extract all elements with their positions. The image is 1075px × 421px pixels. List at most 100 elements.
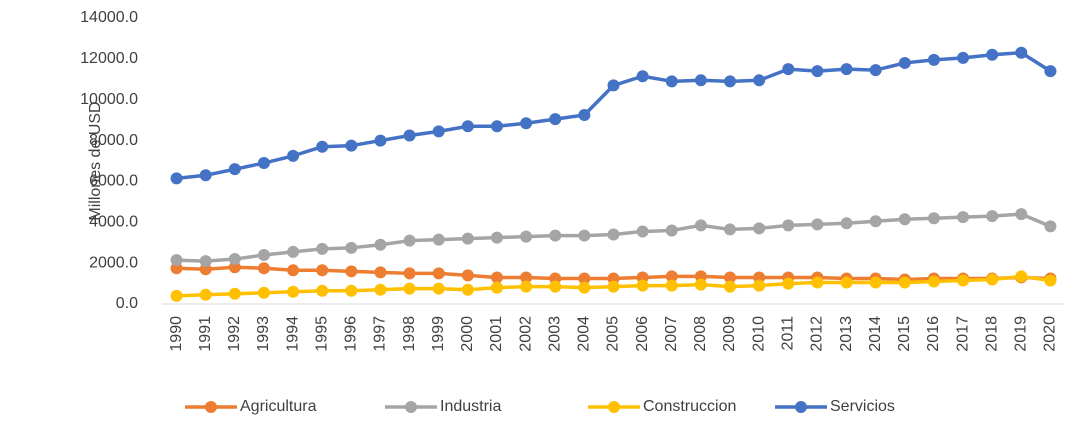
point — [287, 149, 300, 162]
point — [228, 287, 241, 300]
point — [1044, 274, 1057, 287]
x-tick-label: 1992 — [226, 316, 243, 352]
point — [1044, 65, 1057, 78]
x-tick-label: 2014 — [867, 316, 884, 352]
y-axis-title: Millones de USD — [87, 101, 104, 220]
point — [432, 267, 445, 280]
point — [578, 109, 591, 122]
point — [1015, 270, 1028, 283]
point — [490, 281, 503, 294]
point — [665, 270, 678, 283]
y-tick-label: 6000.0 — [89, 173, 138, 190]
point — [636, 225, 649, 238]
x-tick-label: 2005 — [605, 316, 622, 352]
x-tick-label: 1998 — [401, 316, 418, 352]
y-tick-label: 4000.0 — [89, 214, 138, 231]
y-tick-label: 2000.0 — [89, 254, 138, 271]
point — [869, 276, 882, 289]
point — [374, 283, 387, 296]
point — [898, 276, 911, 289]
legend-label: Construccion — [643, 398, 736, 415]
point — [520, 280, 533, 293]
point — [490, 120, 503, 133]
point — [724, 280, 737, 293]
point — [607, 79, 620, 92]
point — [228, 253, 241, 266]
point — [957, 211, 970, 224]
point — [811, 276, 824, 289]
point — [461, 120, 474, 133]
point — [898, 56, 911, 69]
point — [694, 278, 707, 291]
x-tick-label: 2013 — [838, 316, 855, 352]
point — [403, 282, 416, 295]
point — [461, 232, 474, 245]
point — [432, 282, 445, 295]
point — [636, 279, 649, 292]
legend-marker — [405, 401, 417, 413]
legend-label: Industria — [440, 398, 501, 415]
point — [549, 280, 562, 293]
x-tick-label: 2002 — [517, 316, 534, 352]
point — [287, 264, 300, 277]
point — [578, 272, 591, 285]
point — [520, 271, 533, 284]
point — [607, 228, 620, 241]
point — [461, 283, 474, 296]
legend-marker — [205, 401, 217, 413]
x-tick-label: 2019 — [1013, 316, 1030, 352]
point — [782, 219, 795, 232]
point — [520, 117, 533, 130]
point — [927, 212, 940, 225]
point — [869, 64, 882, 77]
point — [345, 265, 358, 278]
point — [199, 169, 212, 182]
point — [257, 262, 270, 275]
series-line — [176, 50, 1052, 181]
point — [753, 74, 766, 87]
x-tick-label: 2004 — [576, 316, 593, 352]
x-tick-label: 2020 — [1042, 316, 1059, 352]
point — [957, 51, 970, 64]
x-tick-label: 2001 — [488, 316, 505, 352]
y-tick-label: 8000.0 — [89, 132, 138, 149]
point — [316, 264, 329, 277]
point — [403, 234, 416, 247]
x-tick-label: 2011 — [779, 316, 796, 351]
point — [316, 140, 329, 153]
point — [170, 289, 183, 302]
point — [199, 255, 212, 268]
point — [345, 139, 358, 152]
point — [898, 213, 911, 226]
point — [724, 271, 737, 284]
point — [869, 215, 882, 228]
point — [578, 229, 591, 242]
point — [228, 163, 241, 176]
x-tick-label: 1999 — [430, 316, 447, 352]
point — [927, 275, 940, 288]
point — [665, 75, 678, 88]
point — [782, 277, 795, 290]
x-tick-label: 2000 — [459, 316, 476, 352]
point — [840, 217, 853, 230]
point — [986, 48, 999, 61]
x-tick-label: 1995 — [313, 316, 330, 352]
x-tick-label: 2003 — [546, 316, 563, 352]
point — [170, 254, 183, 267]
x-tick-label: 2006 — [634, 316, 651, 352]
x-tick-label: 2009 — [721, 316, 738, 352]
point — [345, 241, 358, 254]
point — [199, 288, 212, 301]
point — [607, 280, 620, 293]
point — [461, 269, 474, 282]
x-tick-label: 2012 — [809, 316, 826, 352]
point — [694, 219, 707, 232]
point — [578, 281, 591, 294]
x-tick-label: 2018 — [983, 316, 1000, 352]
point — [753, 222, 766, 235]
legend-marker — [608, 401, 620, 413]
point — [520, 230, 533, 243]
x-tick-label: 1990 — [168, 316, 185, 352]
